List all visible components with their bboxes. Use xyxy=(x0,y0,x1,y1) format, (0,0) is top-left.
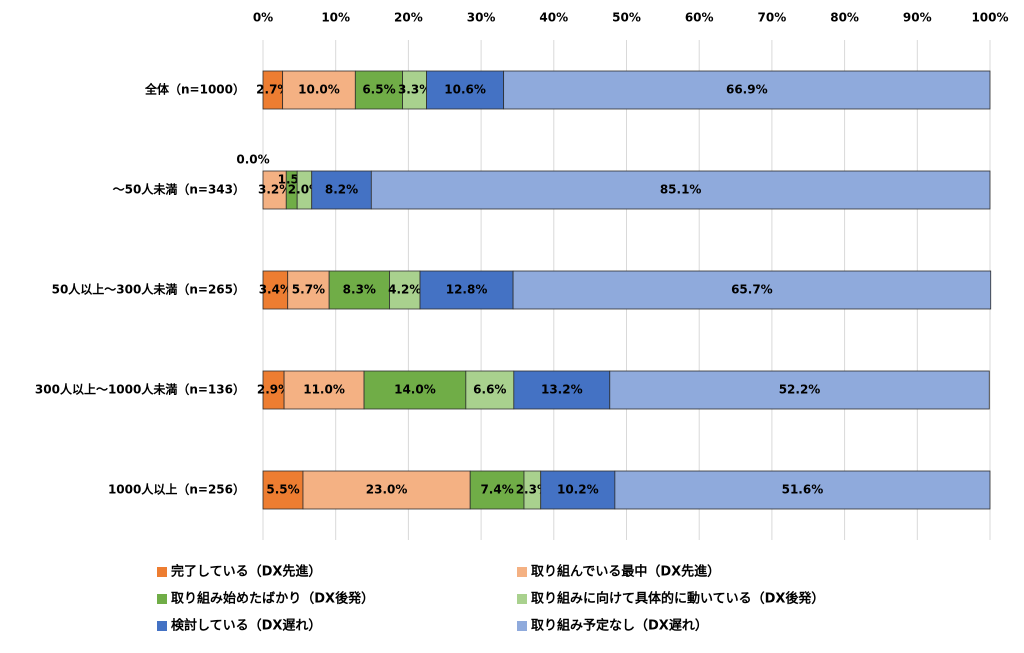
value-label: 8.2% xyxy=(325,183,358,197)
bar-segment xyxy=(465,370,515,410)
value-label: 6.5% xyxy=(362,83,395,97)
value-label: 5.7% xyxy=(292,283,325,297)
value-label: 8.3% xyxy=(343,283,376,297)
value-label: 2.9% xyxy=(257,383,290,397)
bar-segment xyxy=(354,70,403,110)
bar-segment xyxy=(328,270,390,310)
bar-segment xyxy=(311,170,372,210)
bar-segment xyxy=(262,470,304,510)
bar-segment xyxy=(389,270,421,310)
category-label: 1000人以上（n=256） xyxy=(108,482,245,497)
legend-label: 取り組んでいる最中（DX先進） xyxy=(531,564,720,580)
bar-segment xyxy=(503,70,991,110)
value-label: 5.5% xyxy=(266,483,299,497)
legend-label: 取り組み予定なし（DX遅れ） xyxy=(531,618,708,634)
legend-label: 検討している（DX遅れ） xyxy=(171,618,321,634)
legend-swatch xyxy=(517,621,527,631)
value-label: 10.0% xyxy=(298,83,340,97)
category-label: 50人以上～300人未満（n=265） xyxy=(52,282,245,297)
x-tick-label: 60% xyxy=(685,11,714,25)
category-label: 300人以上～1000人未満（n=136） xyxy=(35,382,245,397)
legend-label: 完了している（DX先進） xyxy=(171,564,321,580)
legend-swatch xyxy=(517,594,527,604)
x-tick-label: 30% xyxy=(467,11,496,25)
x-tick-label: 10% xyxy=(321,11,350,25)
legend-swatch xyxy=(157,594,167,604)
x-tick-label: 80% xyxy=(830,11,859,25)
value-label: 65.7% xyxy=(731,283,773,297)
legend-label: 取り組みに向けて具体的に動いている（DX後発） xyxy=(531,591,824,607)
bar-segment xyxy=(363,370,467,410)
value-label: 7.4% xyxy=(480,483,513,497)
value-label: 6.6% xyxy=(473,383,506,397)
value-label: 12.8% xyxy=(446,283,488,297)
legend-swatch xyxy=(517,567,527,577)
value-label: 4.2% xyxy=(388,283,421,297)
value-label: 10.2% xyxy=(557,483,599,497)
value-label: 10.6% xyxy=(444,83,486,97)
value-label: 3.3% xyxy=(398,83,431,97)
bar-segment xyxy=(513,370,611,410)
bar-segment xyxy=(283,370,365,410)
category-label: ～50人未満（n=343） xyxy=(113,182,245,197)
bar-segment xyxy=(419,270,514,310)
value-label: 2.7% xyxy=(256,83,289,97)
x-tick-label: 100% xyxy=(971,11,1008,25)
value-label: 51.6% xyxy=(782,483,824,497)
value-label: 85.1% xyxy=(660,183,702,197)
x-tick-label: 20% xyxy=(394,11,423,25)
bar-segment xyxy=(282,70,356,110)
x-tick-label: 0% xyxy=(253,11,273,25)
bar-segment xyxy=(262,270,289,310)
legend-label: 取り組み始めたばかり（DX後発） xyxy=(171,591,374,607)
bar-segment xyxy=(426,70,505,110)
x-tick-label: 90% xyxy=(903,11,932,25)
value-label: 0.0% xyxy=(236,153,269,167)
x-tick-label: 70% xyxy=(758,11,787,25)
value-label: 3.2% xyxy=(258,183,291,197)
x-tick-label: 50% xyxy=(612,11,641,25)
value-label: 11.0% xyxy=(303,383,345,397)
legend-swatch xyxy=(157,621,167,631)
value-label: 14.0% xyxy=(394,383,436,397)
value-label: 3.4% xyxy=(259,283,292,297)
value-label: 13.2% xyxy=(541,383,583,397)
bar-segment xyxy=(614,470,991,510)
bar-segment xyxy=(370,170,991,210)
value-label: 23.0% xyxy=(366,483,408,497)
bar-segment xyxy=(512,270,992,310)
value-label: 52.2% xyxy=(779,383,821,397)
value-label: 66.9% xyxy=(726,83,768,97)
x-tick-label: 40% xyxy=(539,11,568,25)
legend-swatch xyxy=(157,567,167,577)
bar-segment xyxy=(287,270,330,310)
bar-segment xyxy=(609,370,990,410)
category-label: 全体（n=1000） xyxy=(144,82,245,97)
